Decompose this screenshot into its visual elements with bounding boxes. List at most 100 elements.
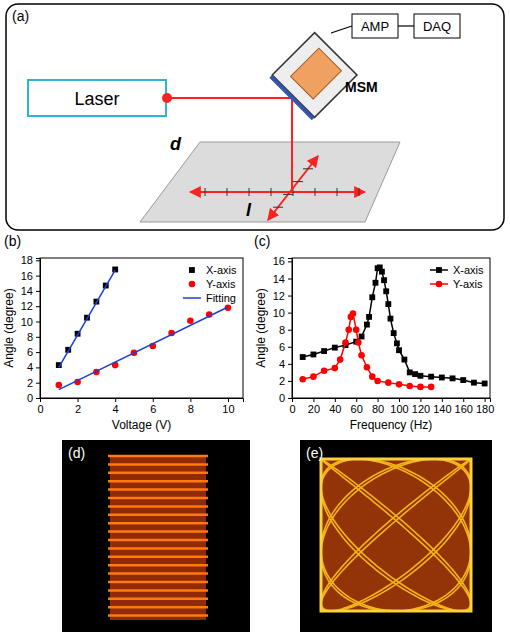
tick: 180 xyxy=(476,398,494,415)
data-point xyxy=(385,301,391,307)
laser-label: Laser xyxy=(74,89,119,109)
tick: 0 xyxy=(289,398,295,415)
data-point xyxy=(350,310,357,317)
panel-letter: (c) xyxy=(254,233,270,249)
tick-mark xyxy=(228,398,229,402)
data-point xyxy=(383,288,389,294)
series-line xyxy=(59,270,228,389)
legend-entry: X-axis xyxy=(430,264,484,276)
scan-line xyxy=(108,530,208,533)
msm-label: MSM xyxy=(345,79,378,95)
tick-label: 2 xyxy=(279,375,285,387)
tick-mark xyxy=(36,337,40,338)
tick-label: 140 xyxy=(433,403,451,415)
tick: 10 xyxy=(21,316,40,328)
scan-line xyxy=(108,539,208,542)
reflected-beam xyxy=(291,98,293,192)
tick: 16 xyxy=(21,270,40,282)
tick: 2 xyxy=(27,377,40,389)
data-point xyxy=(396,347,402,353)
y-axis-title: Angle (degree) xyxy=(2,288,16,367)
data-point xyxy=(337,356,344,363)
scale-tick xyxy=(227,188,228,196)
legend-label: Y-axis xyxy=(206,278,236,290)
tick-mark xyxy=(313,398,314,402)
scan-line xyxy=(108,480,208,483)
plot-area xyxy=(299,264,487,390)
legend-label: X-axis xyxy=(206,264,237,276)
legend-marker xyxy=(436,281,443,288)
tick-label: 0 xyxy=(37,403,43,415)
legend-entry: X-axis xyxy=(189,264,237,276)
scan-line xyxy=(108,547,208,550)
tick-label: 6 xyxy=(279,341,285,353)
scan-line xyxy=(108,488,208,491)
scale-tick xyxy=(273,207,283,208)
tick-mark xyxy=(485,398,486,402)
scale-tick xyxy=(337,188,338,196)
tick-mark xyxy=(36,352,40,353)
scale-tick xyxy=(283,194,293,195)
legend-label: Fitting xyxy=(206,292,236,304)
axis-line xyxy=(41,399,244,403)
data-point xyxy=(310,373,317,380)
legend-label: Y-axis xyxy=(453,278,483,290)
tick: 40 xyxy=(329,398,341,415)
x-axis: 020406080100120140160180 xyxy=(289,398,494,415)
tick: 60 xyxy=(351,398,363,415)
data-point xyxy=(299,376,306,383)
tick: 100 xyxy=(390,398,408,415)
tick-mark xyxy=(288,313,292,314)
tick: 6 xyxy=(27,346,40,358)
tick-label: 0 xyxy=(279,392,285,404)
tick-label: 14 xyxy=(273,273,285,285)
tick-label: 8 xyxy=(188,403,194,415)
tick-label: 40 xyxy=(329,403,341,415)
tick: 140 xyxy=(433,398,451,415)
tick-mark xyxy=(335,398,336,402)
scan-line xyxy=(108,455,208,458)
tick-mark xyxy=(420,398,421,402)
data-point xyxy=(417,384,424,391)
y-axis-title: Angle (degree) xyxy=(254,288,268,367)
chart-panel: 0246810024681012141618Voltage (V)Angle (… xyxy=(2,254,244,432)
data-point xyxy=(412,371,418,377)
scan-line xyxy=(108,564,208,567)
y-axis: 024681012141618 xyxy=(21,254,41,404)
legend-marker xyxy=(436,267,442,273)
tick: 14 xyxy=(21,285,40,297)
tick-label: 8 xyxy=(27,331,33,343)
legend-line xyxy=(183,297,201,299)
tick-mark xyxy=(36,367,40,368)
tick: 0 xyxy=(27,392,40,404)
tick-label: 0 xyxy=(27,392,33,404)
tick: 2 xyxy=(75,398,81,415)
plot-area xyxy=(56,267,232,390)
scale-tick xyxy=(205,188,206,196)
laser-beam xyxy=(167,97,292,99)
data-point xyxy=(321,367,328,374)
tick-label: 4 xyxy=(279,358,285,370)
daq-label: DAQ xyxy=(423,19,451,34)
tick-mark xyxy=(288,347,292,348)
tick-label: 100 xyxy=(390,403,408,415)
scan-line xyxy=(108,606,208,609)
axis-line xyxy=(293,399,491,403)
legend-marker xyxy=(189,281,196,288)
tick-label: 6 xyxy=(150,403,156,415)
data-point xyxy=(321,348,327,354)
tick-label: 10 xyxy=(273,307,285,319)
data-point xyxy=(379,269,385,275)
tick: 6 xyxy=(150,398,156,415)
msm-mirror xyxy=(269,75,314,120)
tick-label: 14 xyxy=(21,285,33,297)
scan-line xyxy=(108,598,208,601)
y-axis: 0246810121416 xyxy=(273,255,293,404)
tick-mark xyxy=(288,364,292,365)
data-point xyxy=(381,277,387,283)
scan-line xyxy=(108,614,208,617)
tick: 4 xyxy=(113,398,119,415)
tick-label: 120 xyxy=(412,403,430,415)
data-point xyxy=(394,340,400,346)
tick-label: 20 xyxy=(308,403,320,415)
